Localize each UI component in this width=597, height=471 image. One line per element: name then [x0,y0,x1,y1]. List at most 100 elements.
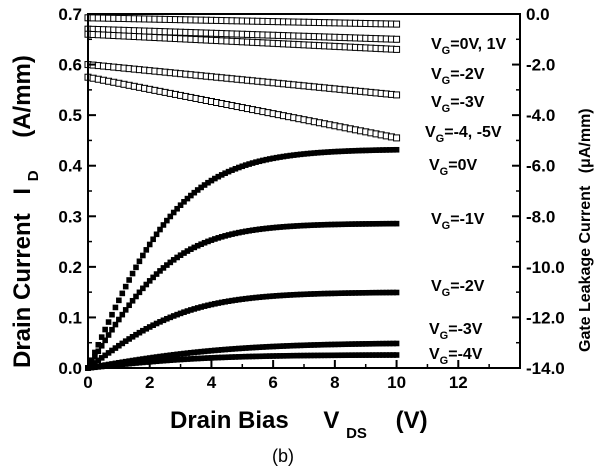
drain-point [232,354,239,360]
drain-point [92,354,98,360]
drain-point [122,361,129,367]
drain-point [157,226,163,233]
drain-point [338,221,345,228]
curve-label-symbol: V [425,124,436,141]
drain-point [308,352,314,359]
drain-point [98,334,105,340]
drain-point [369,221,376,227]
drain-point [225,168,232,175]
drain-point [194,349,201,355]
drain-point [215,235,222,241]
drain-point [236,354,242,360]
drain-point [150,358,156,365]
drain-point [239,345,246,352]
drain-point [208,355,215,361]
drain-point [297,222,304,229]
drain-point [164,315,170,322]
drain-point [177,356,184,363]
x-axis-ticks: 0 2 4 6 8 10 12 [83,360,490,392]
drain-point [242,353,249,360]
right-y-tick-label: -4.0 [526,106,555,125]
drain-point [383,340,390,347]
left-y-tick-label: 0.6 [58,56,82,75]
x-axis-title-unit: (V) [396,407,428,434]
drain-point [218,299,225,306]
drain-point [325,290,331,297]
drain-point [284,352,290,359]
drain-point [136,329,143,336]
drain-point [126,336,132,342]
drain-point [362,221,369,227]
drain-point [376,147,383,153]
drain-point [92,360,98,366]
curve-label-symbol: V [431,66,442,83]
gate-point [393,35,401,43]
drain-point [98,342,105,349]
drain-point [263,353,270,359]
drain-point [191,349,198,356]
drain-point [112,304,119,311]
drain-point [359,341,366,347]
drain-point [194,242,201,249]
drain-point [143,326,150,332]
curve-label-sub: G [436,133,445,145]
drain-point [304,150,311,157]
drain-point [321,352,328,359]
drain-point [284,153,290,159]
drain-point [181,356,187,363]
curve-label-symbol: V [431,36,442,53]
drain-point [191,355,198,362]
drain-point [191,244,198,251]
drain-point [287,152,294,159]
drain-point [386,352,393,358]
drain-point [208,301,215,308]
drain-point [167,314,174,321]
drain-point [273,224,280,231]
drain-point [126,277,132,283]
drain-point [280,292,287,299]
curve-label-text: =-1V [450,211,485,228]
drain-point [366,289,372,296]
drain-point [314,149,321,156]
drain-point [263,293,270,300]
drain-point [184,350,191,356]
right-y-tick-label: -10.0 [526,258,565,277]
drain-point [232,165,239,172]
drain-point [369,289,376,296]
drain-point [253,344,259,351]
drain-point [191,306,198,312]
drain-point [164,262,170,268]
drain-point [105,362,112,369]
drain-point [201,182,208,188]
drain-point [287,223,294,230]
curve-label: VG=-3V [431,94,485,115]
drain-point [366,221,372,227]
drain-point [290,352,297,359]
drain-point [311,291,318,297]
drain-point [352,290,359,296]
drain-point [116,342,122,349]
drain-point [170,357,177,363]
drain-point [232,297,239,303]
drain-point [376,289,383,296]
curve-label: VG=-4, -5V [425,124,502,145]
drain-point [325,149,331,155]
drain-point [150,236,156,243]
drain-point [236,164,242,171]
drain-point [301,291,307,298]
drain-point [301,222,307,229]
drain-point [232,230,239,237]
drain-point [164,357,170,364]
drain-point [304,342,311,348]
drain-point [181,350,187,357]
drain-point [335,290,342,297]
left-y-tick-label: 0.5 [58,106,82,125]
drain-point [280,153,287,160]
drain-point [390,220,396,227]
right-y-tick-label: -2.0 [526,56,555,75]
drain-point [314,291,321,297]
drain-point [146,355,153,361]
drain-point [225,298,232,304]
drain-point [212,300,218,307]
drain-point [212,236,218,242]
